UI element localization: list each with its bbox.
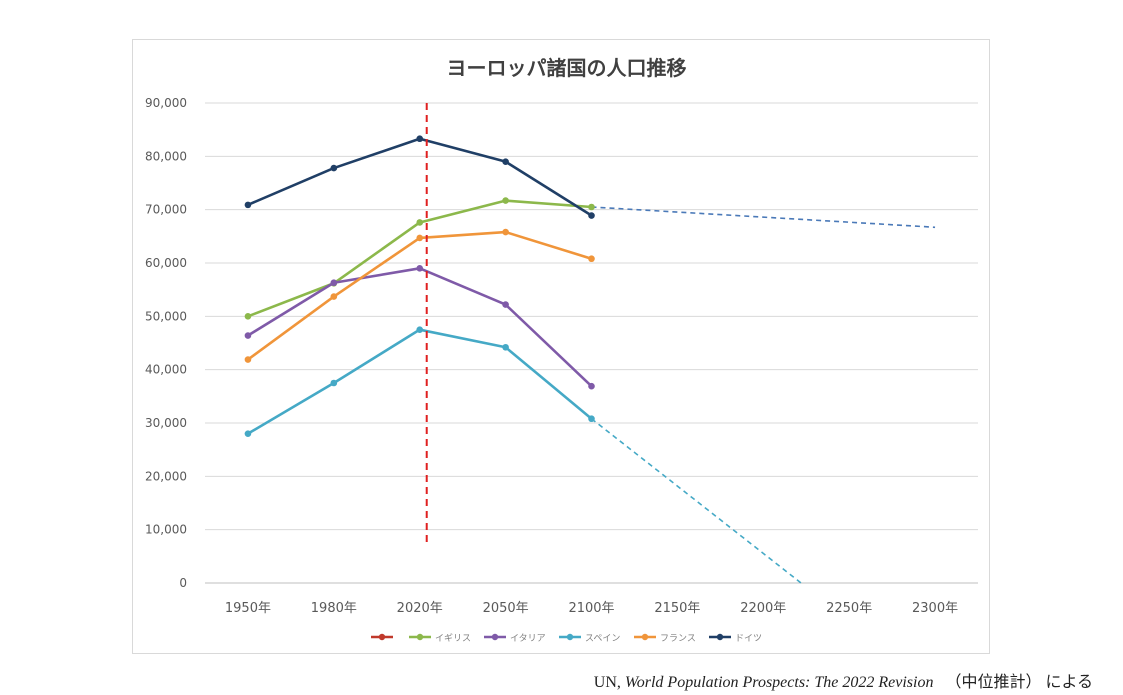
data-point: [244, 332, 252, 339]
data-point: [588, 212, 595, 219]
y-tick-label: 20,000: [145, 469, 187, 483]
legend-label: フランス: [660, 633, 696, 644]
data-point: [502, 228, 509, 236]
legend-label: ドイツ: [735, 634, 762, 644]
y-tick-label: 70,000: [145, 203, 187, 217]
data-point: [244, 356, 252, 363]
y-tick-label: 50,000: [145, 309, 187, 323]
data-point: [244, 201, 252, 209]
y-tick-label: 40,000: [145, 363, 187, 377]
x-tick-label: 2250年: [826, 601, 872, 616]
series-line: [247, 328, 593, 435]
projection-line: [591, 206, 936, 229]
x-tick-label: 1980年: [311, 601, 357, 616]
y-tick-label: 10,000: [145, 523, 187, 537]
legend-label: イタリア: [510, 633, 546, 644]
legend-swatch-marker: [566, 633, 574, 641]
data-point: [244, 313, 252, 320]
data-point: [588, 203, 595, 211]
data-point: [330, 293, 338, 300]
data-point: [588, 415, 595, 423]
data-point: [416, 135, 424, 143]
source-suffix: （中位推計） による: [945, 674, 1093, 691]
data-point: [330, 164, 338, 172]
legend-swatch-marker: [491, 633, 499, 641]
projection-line: [591, 418, 802, 584]
line-chart: ヨーロッパ諸国の人口推移 0 10,000 20,000 30,000 40,000 50,…: [145, 56, 978, 644]
y-tick-label: 30,000: [145, 416, 187, 430]
chart-title: ヨーロッパ諸国の人口推移: [447, 56, 687, 80]
x-tick-label: 2300年: [912, 601, 958, 616]
data-point: [588, 255, 595, 263]
data-point: [502, 158, 509, 165]
source-credit: UN, World Population Prospects: The 2022…: [594, 668, 1093, 692]
x-tick-label: 2200年: [740, 601, 786, 616]
data-point: [416, 265, 424, 272]
data-point: [502, 343, 509, 351]
source-publication: World Population Prospects: The 2022 Rev…: [624, 674, 934, 691]
y-tick-label: 90,000: [145, 96, 187, 110]
data-point: [588, 382, 595, 390]
legend-swatch-marker: [716, 633, 724, 641]
data-point: [330, 279, 338, 287]
data-point: [416, 219, 424, 226]
legend-swatch-marker: [641, 633, 649, 641]
data-point: [416, 234, 424, 242]
x-tick-label: 2150年: [654, 601, 700, 616]
data-point: [502, 197, 509, 204]
data-point: [330, 379, 338, 387]
source-prefix: UN,: [593, 674, 625, 691]
y-tick-label: 80,000: [145, 149, 187, 163]
data-point: [244, 430, 252, 437]
x-tick-label: 1950年: [225, 601, 271, 616]
chart-frame: ヨーロッパ諸国の人口推移 0 10,000 20,000 30,000 40,000 50,…: [132, 39, 990, 654]
data-point: [416, 326, 424, 333]
x-tick-label: 2100年: [568, 601, 614, 616]
y-tick-label: 60,000: [145, 256, 187, 270]
legend-swatch-marker: [416, 633, 424, 641]
legend-label: イギリス: [435, 633, 471, 644]
x-tick-label: 2020年: [397, 601, 443, 616]
y-tick-label: 0: [179, 576, 187, 590]
legend-swatch-marker: [378, 633, 386, 641]
series-line: [247, 199, 592, 318]
data-point: [502, 301, 509, 308]
legend-label: スペイン: [585, 634, 620, 644]
x-tick-label: 2050年: [483, 601, 529, 616]
